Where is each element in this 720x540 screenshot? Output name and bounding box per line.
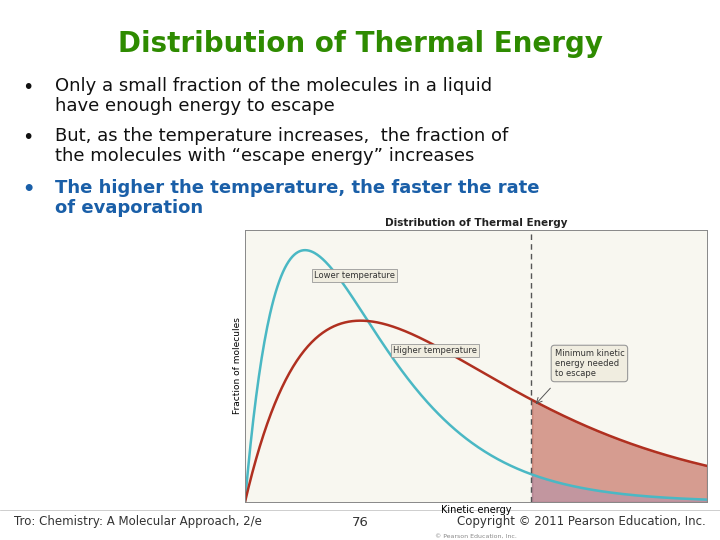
Text: •: • (22, 180, 35, 199)
Text: Only a small fraction of the molecules in a liquid: Only a small fraction of the molecules i… (55, 77, 492, 95)
Text: Lower temperature: Lower temperature (315, 271, 395, 280)
Text: of evaporation: of evaporation (55, 199, 203, 217)
Text: © Pearson Education, Inc.: © Pearson Education, Inc. (435, 534, 517, 538)
Title: Distribution of Thermal Energy: Distribution of Thermal Energy (384, 218, 567, 228)
Text: the molecules with “escape energy” increases: the molecules with “escape energy” incre… (55, 147, 474, 165)
X-axis label: Kinetic energy: Kinetic energy (441, 505, 511, 515)
Text: Higher temperature: Higher temperature (393, 346, 477, 355)
Text: Copyright © 2011 Pearson Education, Inc.: Copyright © 2011 Pearson Education, Inc. (457, 516, 706, 529)
Text: •: • (22, 128, 33, 147)
Text: 76: 76 (351, 516, 369, 529)
Text: •: • (22, 78, 33, 97)
Y-axis label: Fraction of molecules: Fraction of molecules (233, 318, 242, 414)
Text: Tro: Chemistry: A Molecular Approach, 2/e: Tro: Chemistry: A Molecular Approach, 2/… (14, 516, 262, 529)
Text: Distribution of Thermal Energy: Distribution of Thermal Energy (117, 30, 603, 58)
Text: The higher the temperature, the faster the rate: The higher the temperature, the faster t… (55, 179, 539, 197)
Text: have enough energy to escape: have enough energy to escape (55, 97, 335, 115)
Text: But, as the temperature increases,  the fraction of: But, as the temperature increases, the f… (55, 127, 508, 145)
Text: Minimum kinetic
energy needed
to escape: Minimum kinetic energy needed to escape (554, 349, 624, 379)
